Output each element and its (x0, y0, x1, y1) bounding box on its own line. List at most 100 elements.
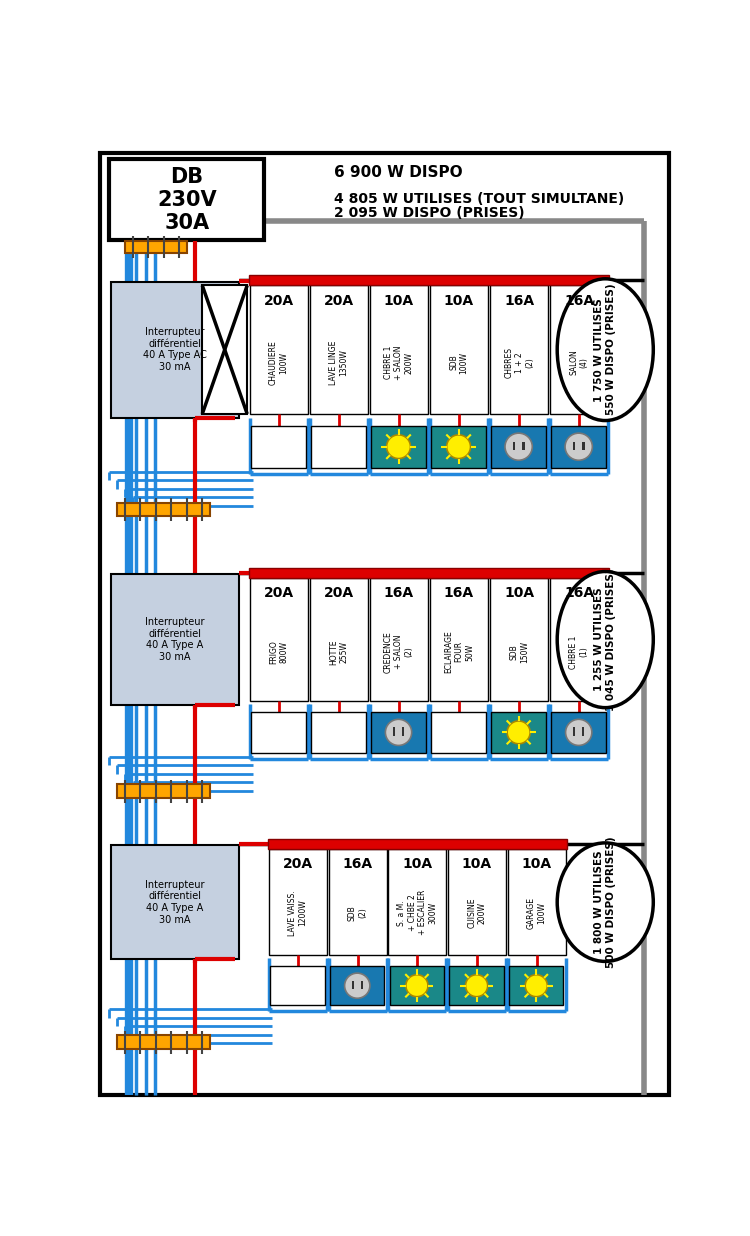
Bar (111, 845, 238, 959)
Text: 1 750 W UTILISES
550 W DISPO (PRISES): 1 750 W UTILISES 550 W DISPO (PRISES) (595, 284, 616, 415)
Bar (551, 425, 606, 468)
Bar (117, 1036, 210, 1049)
Bar (268, 839, 566, 849)
Bar (551, 712, 606, 753)
Bar (250, 578, 308, 701)
Text: CHBRE 1
(1): CHBRE 1 (1) (569, 635, 589, 669)
Bar (573, 441, 575, 450)
Text: 1 800 W UTILISES
500 W DISPO (PRISES): 1 800 W UTILISES 500 W DISPO (PRISES) (595, 837, 616, 968)
Text: Interrupteur
différentiel
40 A Type AC
30 mA: Interrupteur différentiel 40 A Type AC 3… (142, 328, 207, 372)
Bar (117, 503, 210, 517)
Text: 16A: 16A (564, 294, 594, 308)
Text: 10A: 10A (504, 586, 534, 601)
Bar (388, 849, 446, 955)
Text: 20A: 20A (324, 294, 354, 308)
Text: 2 095 W DISPO (PRISES): 2 095 W DISPO (PRISES) (334, 206, 525, 220)
Bar (328, 849, 387, 955)
Bar (490, 286, 548, 414)
Circle shape (466, 975, 488, 996)
Bar (249, 569, 609, 578)
Bar (371, 425, 426, 468)
Circle shape (507, 721, 530, 744)
Text: Interrupteur
différentiel
40 A Type A
30 mA: Interrupteur différentiel 40 A Type A 30… (145, 617, 205, 662)
Bar (513, 441, 515, 450)
Circle shape (386, 435, 410, 459)
Bar (330, 967, 384, 1005)
Circle shape (565, 433, 592, 460)
Bar (582, 728, 584, 735)
Bar (250, 286, 308, 414)
Bar (550, 286, 608, 414)
Text: 16A: 16A (564, 586, 594, 601)
Text: SDB
150W: SDB 150W (509, 641, 529, 662)
Text: CUISINE
200W: CUISINE 200W (467, 897, 487, 928)
Bar (271, 967, 325, 1005)
Text: 10A: 10A (462, 858, 492, 871)
Bar (111, 575, 238, 705)
Bar (311, 425, 366, 468)
Bar (124, 241, 187, 253)
Bar (249, 276, 609, 286)
Bar (310, 578, 368, 701)
Bar (361, 981, 363, 989)
Bar (371, 712, 426, 753)
Bar (269, 849, 327, 955)
Text: 20A: 20A (264, 586, 294, 601)
Text: 20A: 20A (283, 858, 313, 871)
Ellipse shape (557, 571, 653, 708)
Text: HOTTE
255W: HOTTE 255W (329, 639, 349, 665)
Bar (582, 441, 585, 450)
Bar (449, 967, 504, 1005)
Text: 1 255 W UTILISES
1 045 W DISPO (PRISES): 1 255 W UTILISES 1 045 W DISPO (PRISES) (595, 569, 616, 711)
Bar (430, 286, 488, 414)
Text: SDB
(2): SDB (2) (348, 905, 368, 921)
Text: CREDENCE
+ SALON
(2): CREDENCE + SALON (2) (384, 632, 414, 672)
Bar (491, 425, 546, 468)
Text: LAVE LINGE
1350W: LAVE LINGE 1350W (329, 340, 349, 384)
Bar (390, 967, 444, 1005)
Text: LAVE VAISS.
1200W: LAVE VAISS. 1200W (288, 890, 308, 936)
Bar (573, 728, 575, 735)
Circle shape (406, 975, 428, 996)
Bar (431, 425, 486, 468)
Text: 16A: 16A (504, 294, 534, 308)
Bar (448, 849, 506, 955)
Bar (491, 712, 546, 753)
Circle shape (344, 973, 370, 999)
Text: 20A: 20A (324, 586, 354, 601)
Bar (508, 849, 566, 955)
Text: SDB
100W: SDB 100W (449, 351, 469, 373)
Circle shape (525, 975, 548, 996)
Text: 16A: 16A (384, 586, 414, 601)
Bar (490, 578, 548, 701)
Text: SALON
(4): SALON (4) (569, 350, 589, 376)
Text: DB
230V
30A: DB 230V 30A (157, 167, 217, 234)
Circle shape (566, 719, 592, 745)
Bar (550, 578, 608, 701)
Ellipse shape (557, 843, 653, 962)
Bar (110, 159, 264, 240)
Bar (251, 425, 306, 468)
Text: 10A: 10A (521, 858, 552, 871)
Bar (251, 712, 306, 753)
Text: ECLAIRAGE
FOUR
50W: ECLAIRAGE FOUR 50W (444, 630, 474, 674)
Text: 10A: 10A (444, 294, 474, 308)
Bar (370, 286, 428, 414)
Bar (310, 286, 368, 414)
Bar (431, 712, 486, 753)
Text: FRIGO
800W: FRIGO 800W (269, 640, 289, 664)
Text: 10A: 10A (402, 858, 432, 871)
Bar (430, 578, 488, 701)
Text: 16A: 16A (343, 858, 373, 871)
Bar (352, 981, 354, 989)
Text: 6 900 W DISPO: 6 900 W DISPO (334, 166, 463, 180)
Bar (522, 441, 524, 450)
Text: Interrupteur
différentiel
40 A Type A
30 mA: Interrupteur différentiel 40 A Type A 30… (145, 880, 205, 925)
Text: 20A: 20A (264, 294, 294, 308)
Text: CHAUDIERE
100W: CHAUDIERE 100W (269, 340, 289, 384)
Text: 10A: 10A (384, 294, 414, 308)
Bar (509, 967, 563, 1005)
Text: 4 805 W UTILISES (TOUT SIMULTANE): 4 805 W UTILISES (TOUT SIMULTANE) (334, 192, 624, 206)
Bar (117, 785, 210, 798)
Text: CHBRE 1
+ SALON
200W: CHBRE 1 + SALON 200W (384, 345, 414, 379)
